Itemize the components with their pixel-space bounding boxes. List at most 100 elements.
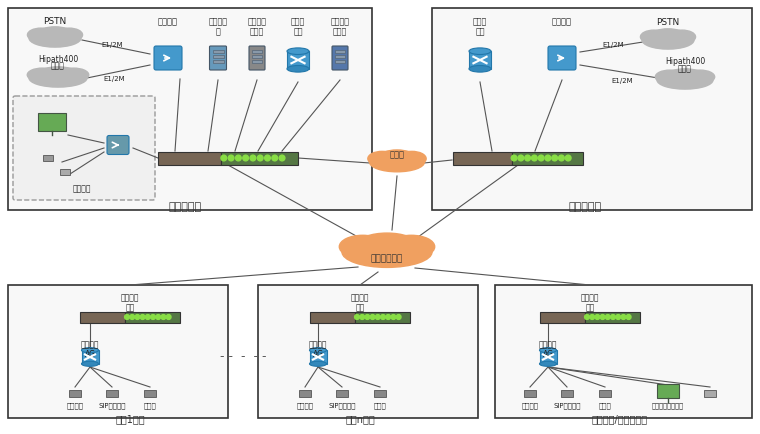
Bar — [213, 50, 223, 53]
Bar — [213, 55, 223, 58]
Circle shape — [161, 315, 166, 319]
Text: 软交换
中心: 软交换 中心 — [473, 17, 487, 36]
Text: 以太网交
换机: 以太网交 换机 — [351, 293, 369, 312]
Bar — [540, 350, 556, 364]
Bar — [125, 312, 180, 322]
Circle shape — [386, 315, 391, 319]
Bar — [106, 389, 118, 397]
Circle shape — [600, 315, 605, 319]
Ellipse shape — [81, 361, 99, 366]
Circle shape — [531, 155, 537, 161]
Bar — [599, 389, 611, 397]
Bar — [59, 169, 71, 175]
Text: 会议电视
服务器: 会议电视 服务器 — [331, 17, 350, 36]
Circle shape — [365, 315, 370, 319]
Ellipse shape — [368, 151, 397, 166]
Ellipse shape — [55, 28, 83, 42]
Bar — [69, 389, 81, 397]
Bar — [524, 389, 536, 397]
Text: 录音录像
服务器: 录音录像 服务器 — [248, 17, 267, 36]
Circle shape — [264, 155, 271, 161]
Bar — [335, 50, 345, 53]
Text: SIP可视话机: SIP可视话机 — [328, 402, 356, 408]
Text: 车站1系统: 车站1系统 — [116, 414, 145, 424]
Bar — [287, 51, 309, 69]
Ellipse shape — [81, 348, 99, 353]
Circle shape — [156, 315, 160, 319]
Ellipse shape — [358, 233, 416, 255]
Text: 软终端: 软终端 — [599, 402, 611, 408]
Circle shape — [221, 155, 226, 161]
Ellipse shape — [309, 361, 327, 366]
Ellipse shape — [388, 235, 435, 258]
Circle shape — [610, 315, 616, 319]
Bar — [335, 55, 345, 58]
Text: 中继网关: 中继网关 — [158, 17, 178, 26]
Text: 备交换中心: 备交换中心 — [568, 202, 602, 212]
Text: 接入网关
AG: 接入网关 AG — [81, 340, 100, 359]
Circle shape — [381, 315, 385, 319]
Bar — [38, 113, 66, 131]
Text: 接入网关
AG: 接入网关 AG — [309, 340, 328, 359]
Circle shape — [545, 155, 551, 161]
Text: SIP可视话机: SIP可视话机 — [98, 402, 125, 408]
Text: E1/2M: E1/2M — [602, 42, 624, 48]
Text: 软终端: 软终端 — [374, 402, 386, 408]
Bar — [252, 50, 262, 53]
Circle shape — [359, 315, 365, 319]
Circle shape — [552, 155, 558, 161]
Ellipse shape — [59, 68, 89, 82]
Bar — [335, 60, 345, 63]
Text: 程控网: 程控网 — [678, 64, 692, 73]
Circle shape — [590, 315, 594, 319]
Bar — [252, 55, 262, 58]
Text: PSTN: PSTN — [43, 17, 67, 26]
Circle shape — [228, 155, 234, 161]
Bar — [81, 350, 99, 364]
Ellipse shape — [397, 151, 426, 166]
Ellipse shape — [38, 27, 72, 40]
Text: 软终端: 软终端 — [144, 402, 157, 408]
Ellipse shape — [369, 152, 425, 172]
Bar — [221, 151, 298, 164]
Text: 程控网: 程控网 — [51, 61, 65, 70]
FancyBboxPatch shape — [332, 46, 348, 70]
Ellipse shape — [339, 235, 386, 258]
Bar — [585, 312, 640, 322]
Text: 主交换中心: 主交换中心 — [169, 202, 201, 212]
Bar — [540, 312, 585, 322]
Circle shape — [565, 155, 571, 161]
Circle shape — [606, 315, 610, 319]
Text: Hipath400: Hipath400 — [665, 57, 705, 66]
Circle shape — [391, 315, 396, 319]
Bar — [310, 312, 355, 322]
Ellipse shape — [469, 66, 491, 72]
Circle shape — [125, 315, 129, 319]
Bar — [657, 384, 679, 398]
Bar — [158, 151, 221, 164]
Bar — [511, 151, 583, 164]
Ellipse shape — [27, 28, 55, 42]
Text: PSTN: PSTN — [657, 18, 679, 27]
Circle shape — [375, 315, 380, 319]
Bar — [561, 389, 573, 397]
Circle shape — [518, 155, 524, 161]
Bar — [43, 155, 53, 161]
Ellipse shape — [29, 69, 87, 87]
Text: SIP可视话机: SIP可视话机 — [553, 402, 581, 408]
Bar — [704, 389, 716, 397]
Ellipse shape — [287, 66, 309, 72]
Bar — [299, 389, 311, 397]
Bar — [355, 312, 410, 322]
Text: 会议室里: 会议室里 — [73, 184, 91, 193]
Text: 普通电话: 普通电话 — [521, 402, 539, 408]
Ellipse shape — [342, 237, 432, 267]
Ellipse shape — [655, 70, 685, 84]
FancyBboxPatch shape — [13, 96, 155, 200]
Text: 骨干网: 骨干网 — [389, 150, 404, 159]
FancyBboxPatch shape — [548, 46, 576, 70]
Circle shape — [595, 315, 600, 319]
Ellipse shape — [667, 69, 703, 82]
Circle shape — [242, 155, 249, 161]
Circle shape — [511, 155, 517, 161]
